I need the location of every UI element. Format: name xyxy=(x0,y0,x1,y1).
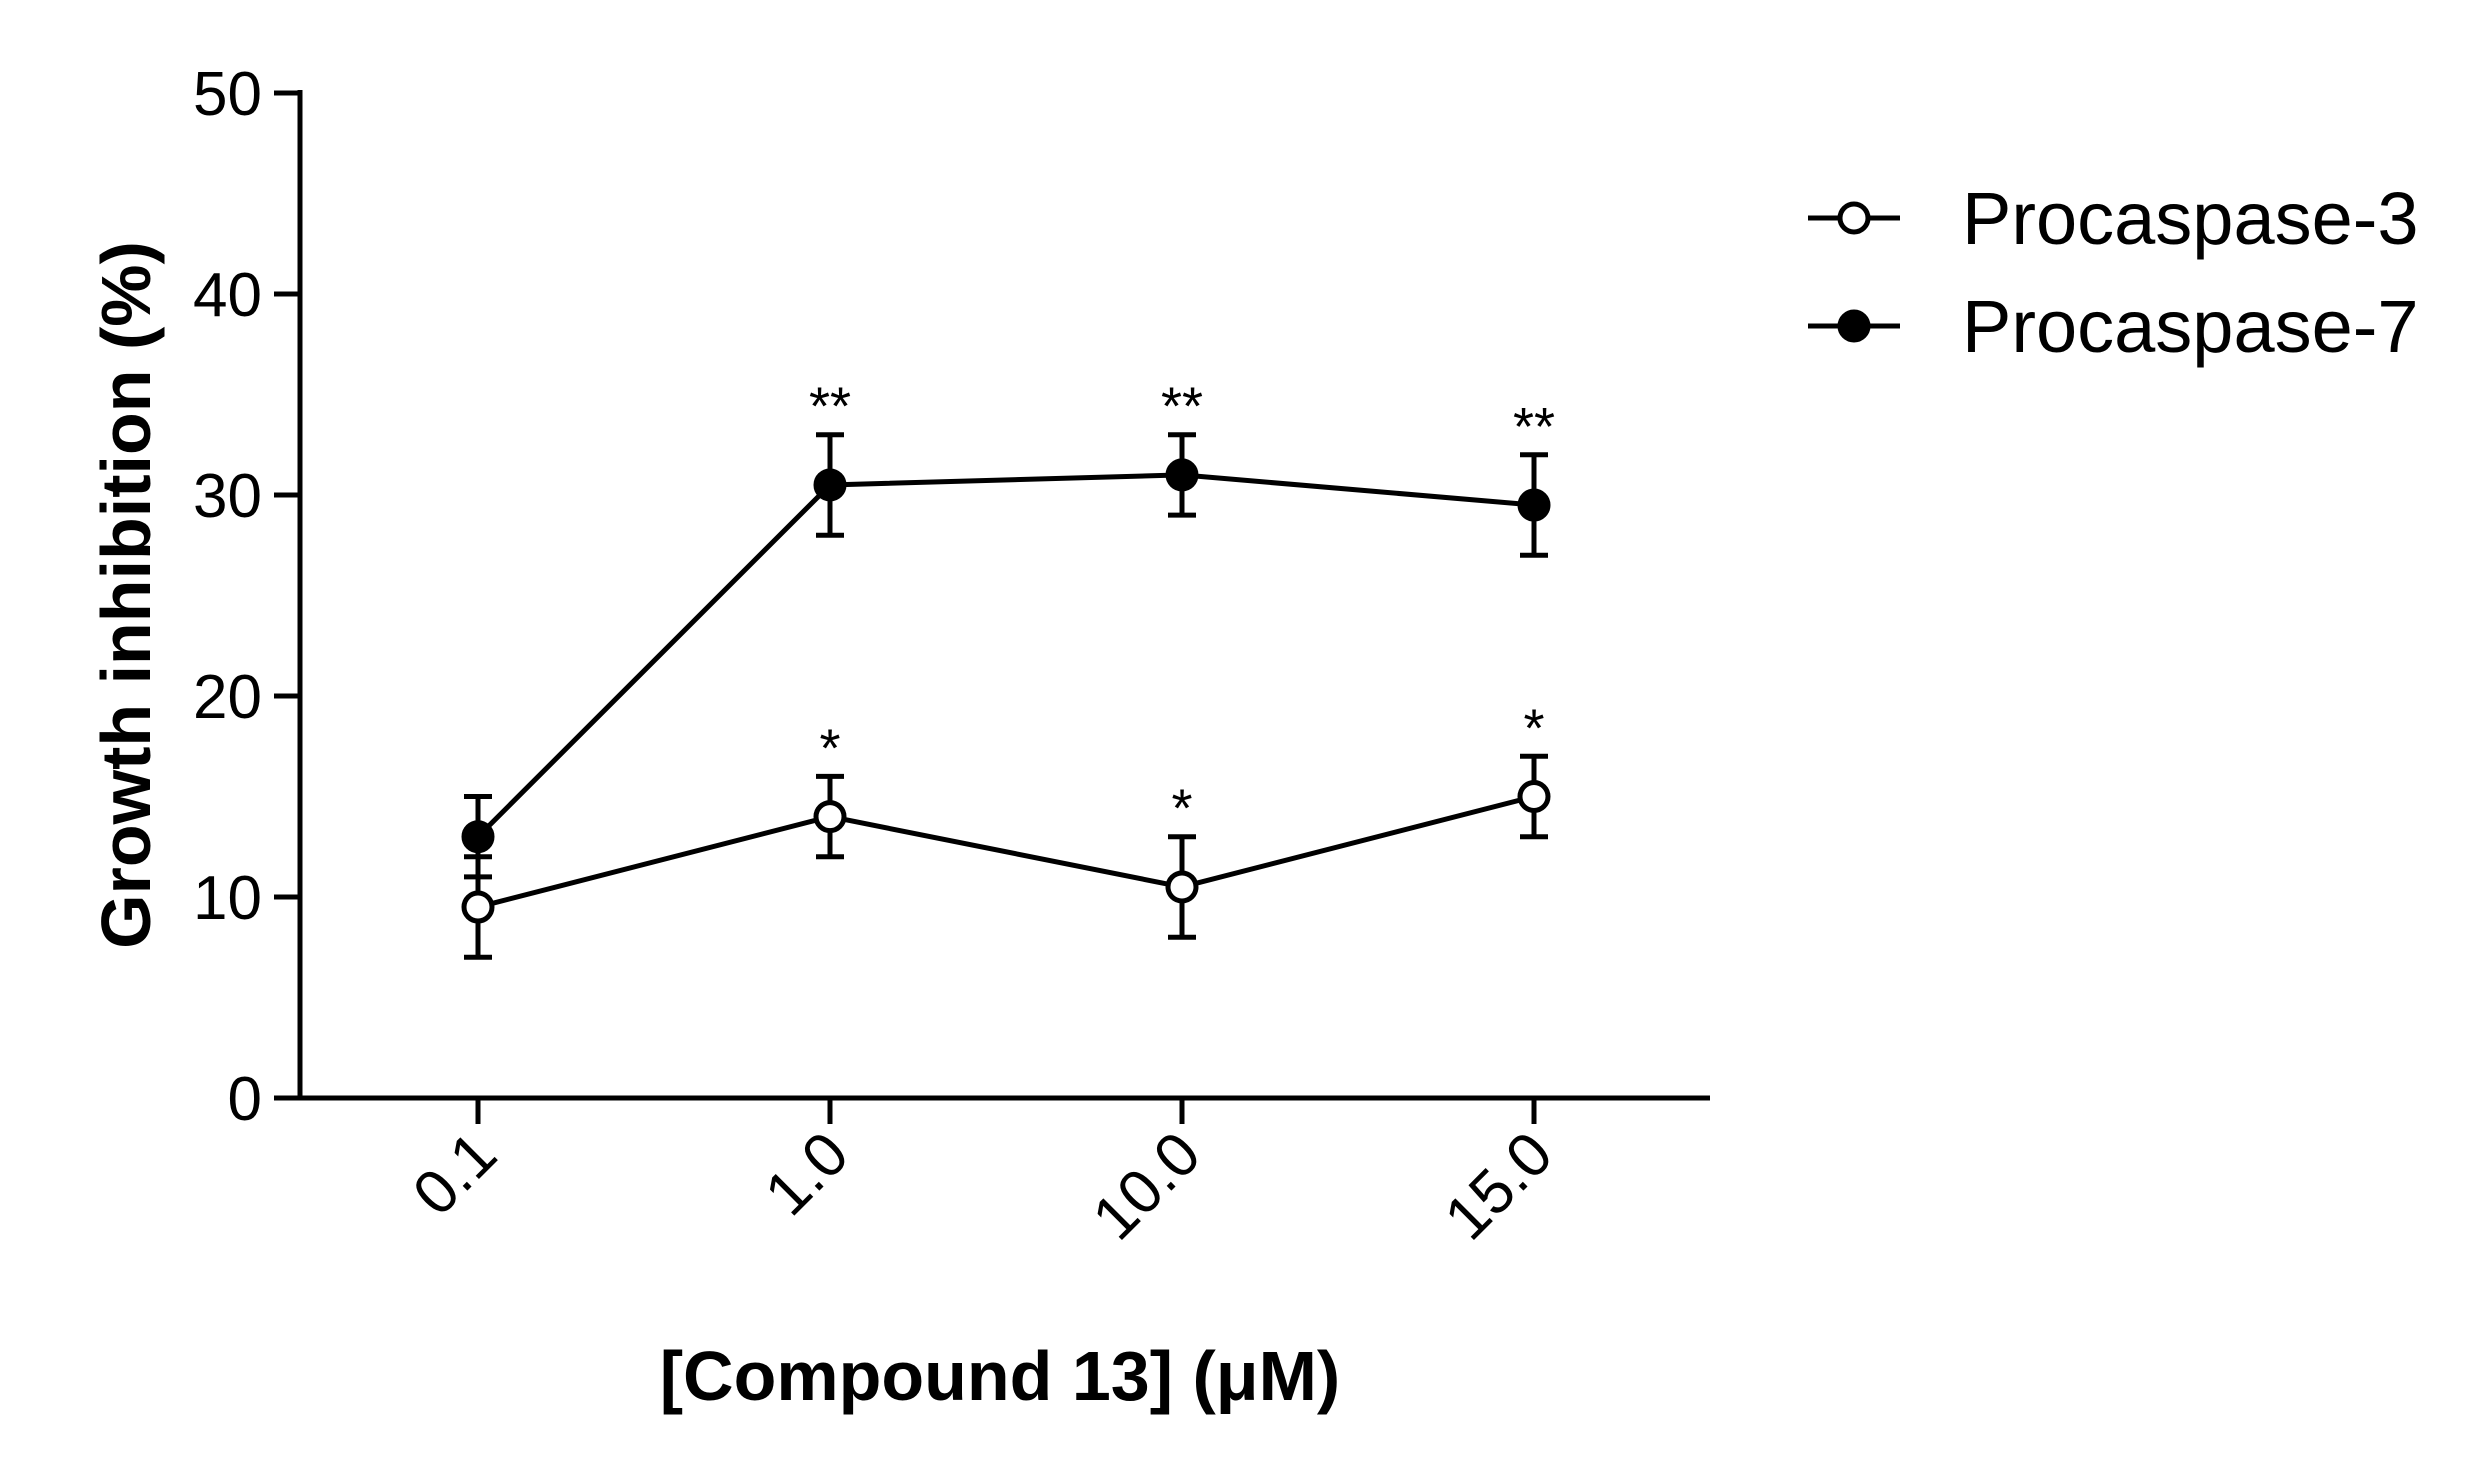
data-point xyxy=(461,890,495,924)
y-axis: 0 10 20 30 40 50 xyxy=(193,60,303,1134)
series-line xyxy=(476,472,1535,839)
series-line xyxy=(477,794,1535,910)
data-point xyxy=(461,820,495,854)
legend-label: Procaspase-7 xyxy=(1962,285,2419,368)
significance-label: * xyxy=(1523,698,1544,758)
y-tick-label: 30 xyxy=(193,462,262,531)
x-tick-label: 0.1 xyxy=(400,1119,510,1229)
data-point xyxy=(1517,488,1551,522)
y-axis-title: Growth inhibition (%) xyxy=(87,241,165,949)
data-point xyxy=(813,800,847,834)
y-tick-label: 50 xyxy=(193,60,262,129)
legend-item: Procaspase-7 xyxy=(1808,285,2419,368)
x-tick-label: 1.0 xyxy=(752,1119,862,1229)
series-layer: ***** ** ** xyxy=(461,377,1555,960)
significance-label: ** xyxy=(1513,397,1555,457)
data-point xyxy=(1517,780,1551,813)
y-tick-label: 20 xyxy=(193,663,262,732)
legend-label: Procaspase-3 xyxy=(1962,177,2419,260)
significance-label: ** xyxy=(809,377,851,437)
series-procaspase-3: * * * xyxy=(461,698,1551,960)
legend-marker xyxy=(1837,201,1871,235)
y-tick-label: 40 xyxy=(193,261,262,330)
x-tick-label: 15.0 xyxy=(1432,1119,1566,1253)
legend-item: Procaspase-3 xyxy=(1808,177,2419,260)
data-point xyxy=(1165,458,1199,492)
significance-label: * xyxy=(1171,779,1192,839)
x-axis-title: [Compound 13] (μM) xyxy=(660,1337,1340,1415)
x-axis: 0.1 1.0 10.0 15.0 xyxy=(298,1095,1710,1253)
y-tick-label: 10 xyxy=(193,864,262,933)
data-point xyxy=(813,468,847,502)
significance-label: ** xyxy=(1161,377,1203,437)
x-tick-label: 10.0 xyxy=(1080,1119,1214,1253)
significance-label: * xyxy=(819,718,840,778)
y-tick-label: 0 xyxy=(228,1065,262,1134)
data-point xyxy=(1165,870,1199,904)
legend-marker xyxy=(1837,309,1871,343)
legend: Procaspase-3 Procaspase-7 xyxy=(1808,177,2419,368)
series-procaspase-7: ** ** ** xyxy=(461,377,1555,880)
